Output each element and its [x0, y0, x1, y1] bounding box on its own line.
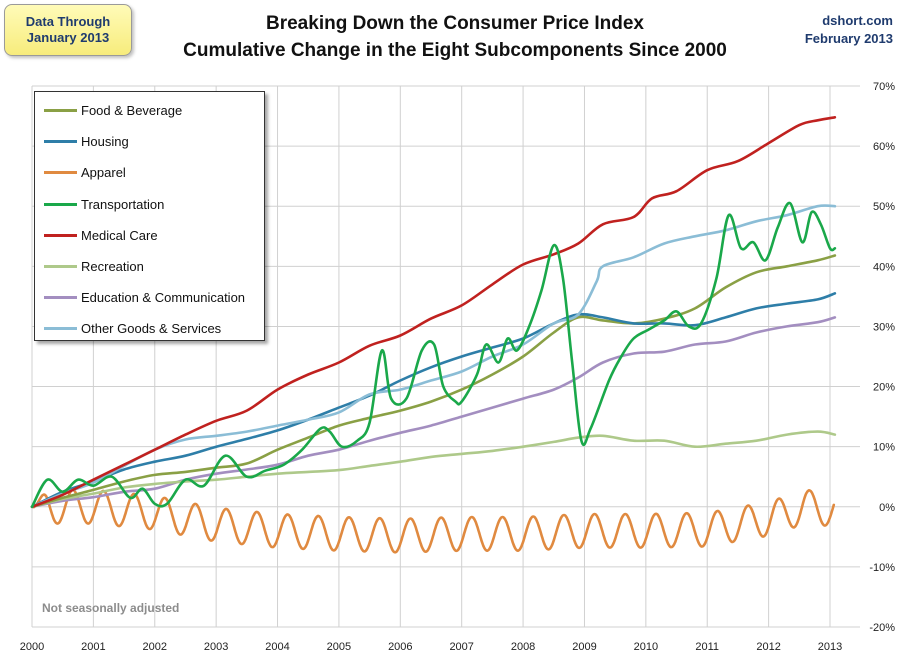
y-tick-label-9: 70%	[873, 81, 895, 93]
chart-legend: Food & Beverage Housing Apparel Transportat…	[34, 91, 265, 341]
series-line-recreation	[30, 430, 837, 509]
legend-label: Education & Communication	[81, 290, 246, 306]
credit: dshort.com February 2013	[805, 12, 893, 48]
chart-title: Breaking Down the Consumer Price Index C…	[140, 10, 770, 64]
legend-label: Apparel	[81, 165, 126, 181]
y-tick-label-4: 20%	[873, 382, 895, 394]
x-tick-label-4: 2004	[265, 641, 289, 653]
series-line-medical-care	[30, 116, 837, 509]
y-tick-label-2: 0%	[879, 502, 895, 514]
legend-item-0: Food & Beverage	[35, 95, 264, 126]
y-tick-label-7: 50%	[873, 201, 895, 213]
credit-line-2: February 2013	[804, 31, 893, 46]
legend-item-5: Recreation	[35, 251, 264, 282]
legend-swatch	[44, 265, 77, 269]
title-line-1: Breaking Down the Consumer Price Index	[266, 13, 644, 34]
grid	[31, 85, 860, 628]
x-tick-label-5: 2005	[327, 641, 351, 653]
y-tick-label-8: 60%	[873, 141, 895, 153]
y-tick-label-6: 40%	[873, 261, 895, 273]
note-line-1: Data Through	[25, 14, 111, 29]
legend-item-7: Other Goods & Services	[35, 313, 264, 344]
series-line-education-communication	[30, 316, 837, 509]
x-tick-label-13: 2013	[818, 641, 842, 653]
series-line-housing	[30, 292, 837, 509]
legend-label: Food & Beverage	[81, 103, 183, 119]
legend-item-4: Medical Care	[35, 220, 264, 251]
x-tick-label-9: 2009	[572, 641, 596, 653]
x-tick-label-1: 2001	[81, 641, 105, 653]
series-lines	[30, 116, 837, 554]
series-line-transportation	[30, 201, 837, 509]
legend-swatch	[44, 202, 77, 206]
x-tick-label-2: 2002	[143, 641, 167, 653]
series-line-other-goods-services	[30, 204, 837, 509]
legend-item-1: Housing	[35, 126, 264, 157]
footnote: Not seasonally adjusted	[42, 601, 180, 615]
x-tick-label-0: 2000	[20, 641, 44, 653]
x-tick-label-8: 2008	[511, 641, 535, 653]
legend-label: Transportation	[81, 196, 165, 212]
legend-item-3: Transportation	[35, 189, 264, 220]
x-tick-label-11: 2011	[695, 641, 719, 653]
x-tick-label-7: 2007	[449, 641, 473, 653]
x-tick-label-3: 2003	[204, 641, 228, 653]
legend-item-6: Education & Communication	[35, 282, 264, 313]
note-line-2: January 2013	[26, 30, 110, 45]
legend-label: Housing	[81, 134, 129, 150]
series-line-apparel	[30, 488, 836, 554]
legend-swatch	[44, 109, 77, 113]
legend-label: Medical Care	[81, 227, 158, 243]
credit-line-1: dshort.com	[822, 13, 893, 28]
y-tick-label-3: 10%	[873, 442, 895, 454]
legend-label: Recreation	[81, 259, 144, 275]
legend-swatch	[44, 233, 77, 237]
x-tick-label-6: 2006	[388, 641, 412, 653]
x-tick-label-12: 2012	[756, 641, 780, 653]
legend-item-2: Apparel	[35, 157, 264, 188]
data-through-note: Data Through January 2013	[4, 4, 132, 56]
legend-label: Other Goods & Services	[81, 321, 222, 337]
y-tick-label-1: -10%	[869, 562, 895, 574]
title-line-2: Cumulative Change in the Eight Subcompon…	[183, 40, 727, 61]
y-tick-label-0: -20%	[869, 622, 895, 634]
legend-swatch	[44, 296, 77, 300]
legend-swatch	[44, 327, 77, 331]
x-tick-label-10: 2010	[634, 641, 658, 653]
y-tick-label-5: 30%	[873, 321, 895, 333]
legend-swatch	[44, 171, 77, 175]
legend-swatch	[44, 140, 77, 144]
